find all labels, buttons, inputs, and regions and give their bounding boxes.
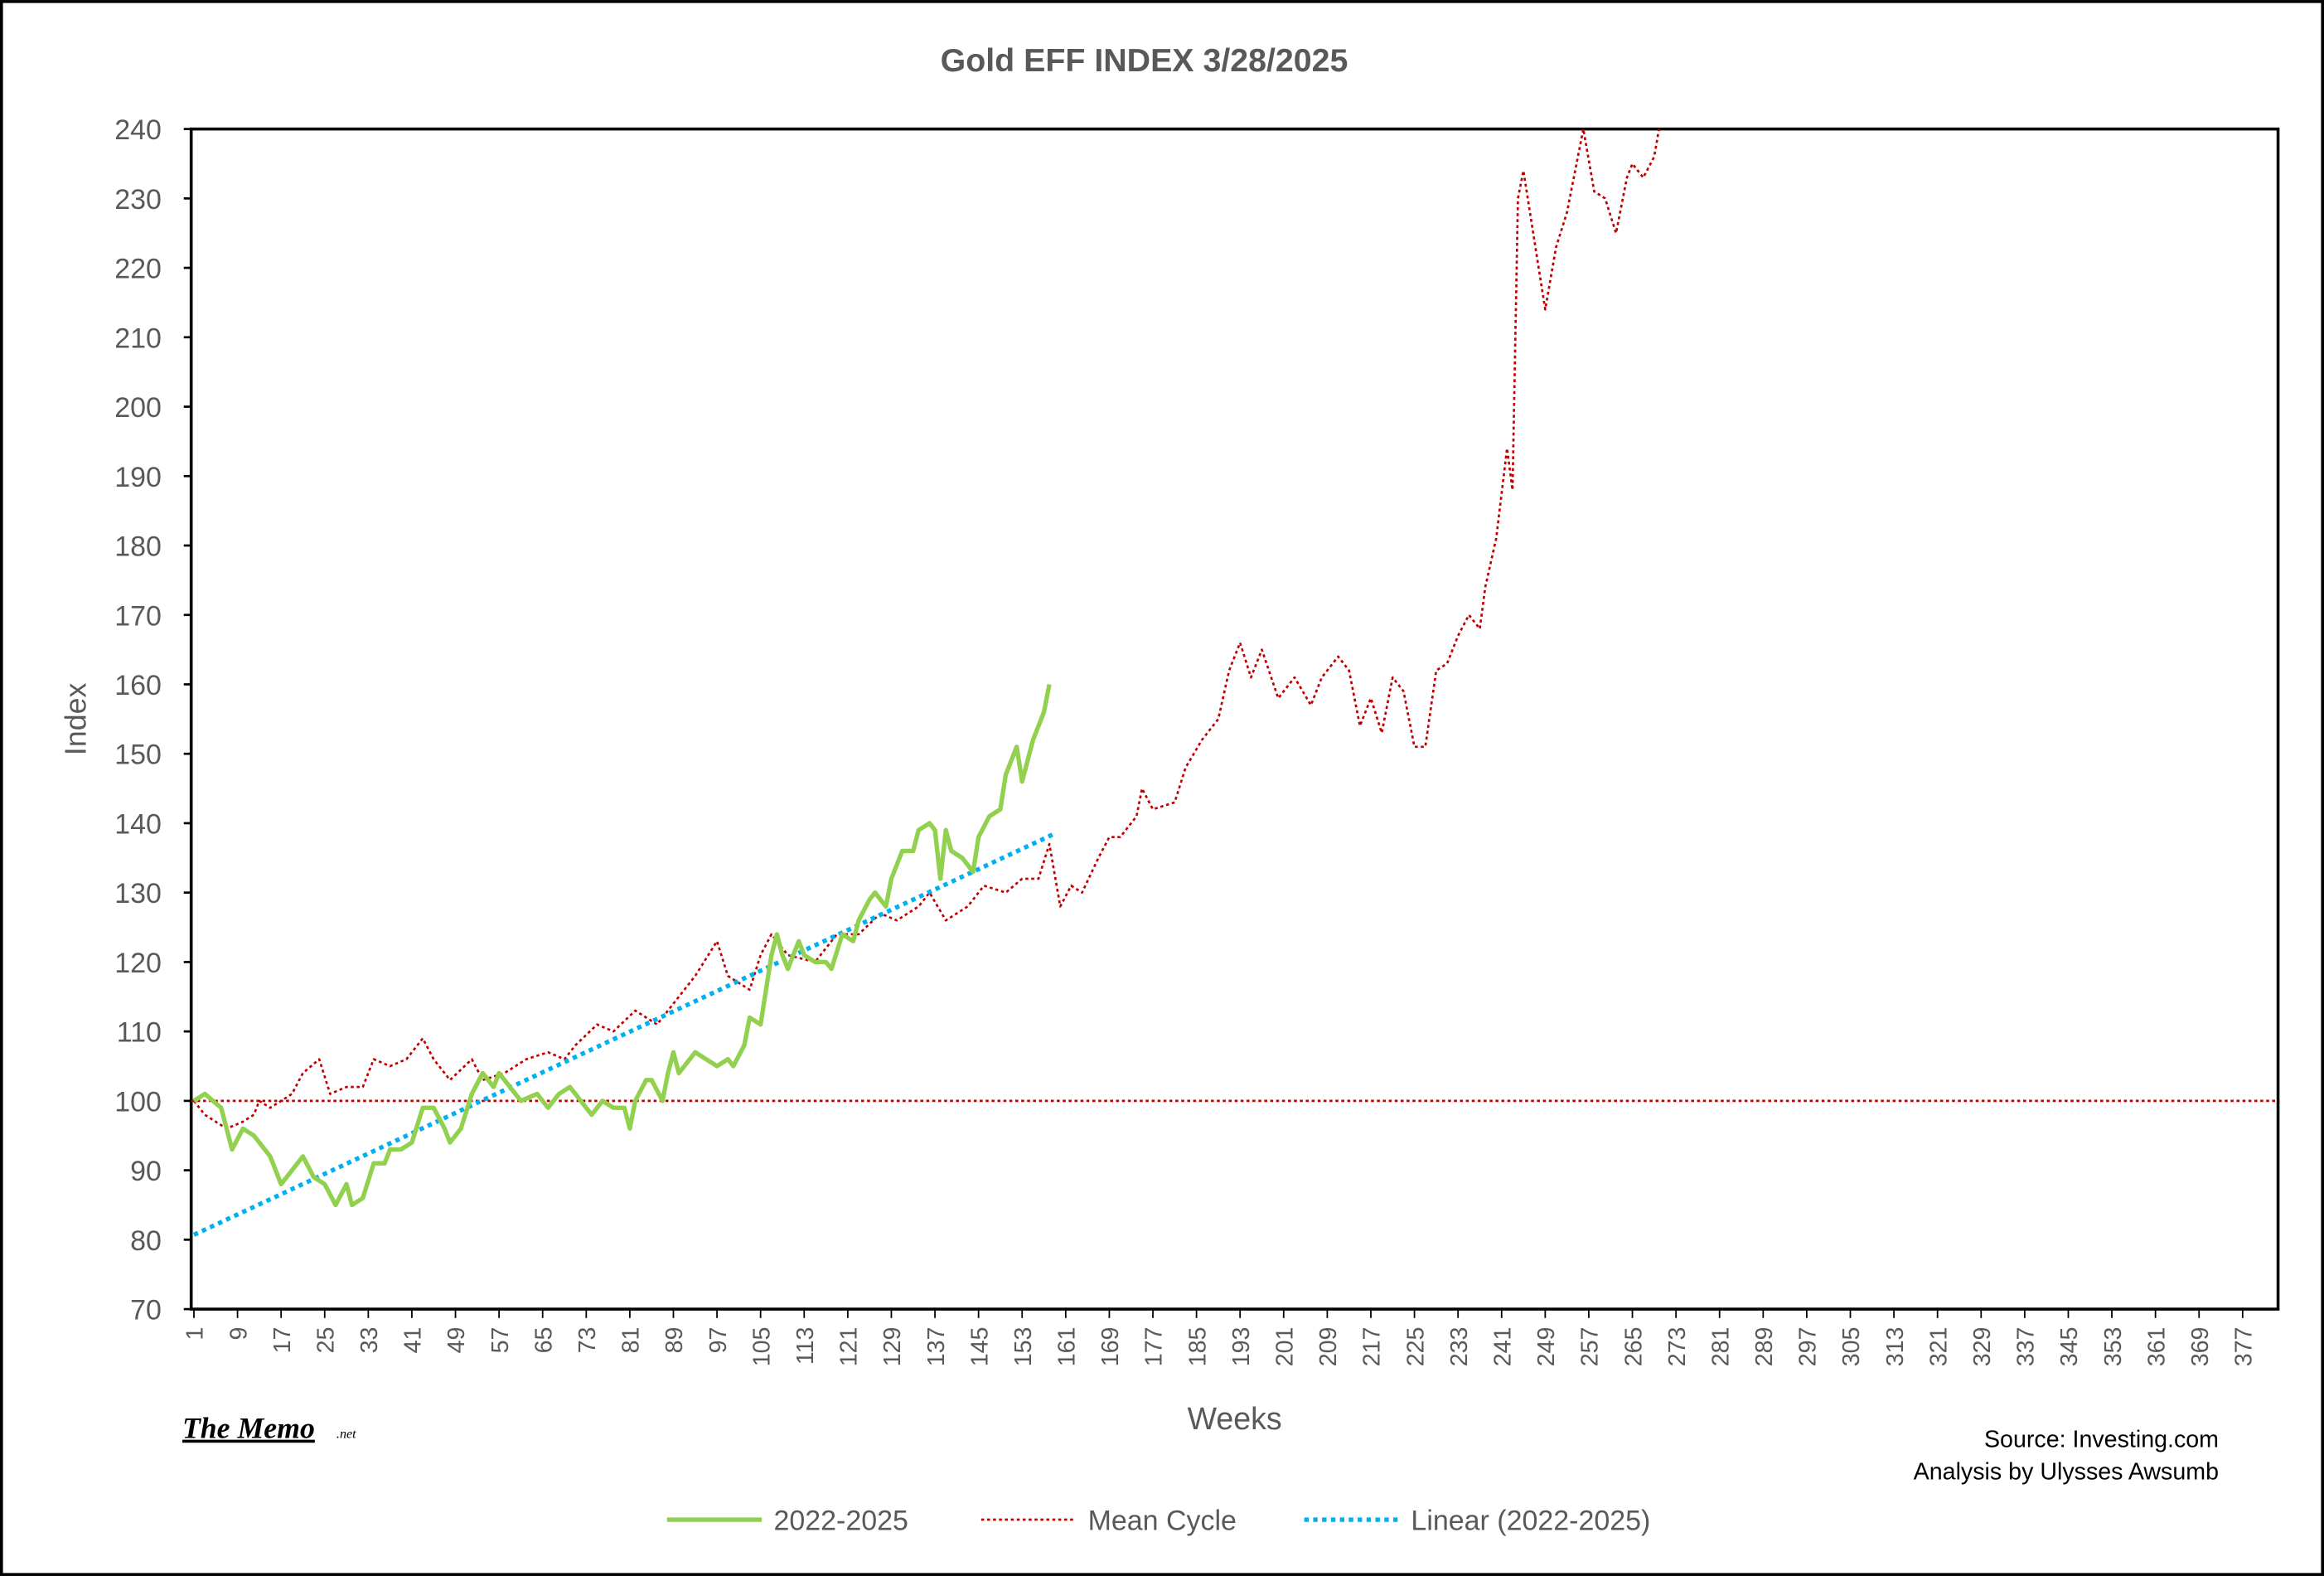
x-tick-label: 329 bbox=[1969, 1327, 1996, 1367]
x-tick-label: 97 bbox=[705, 1327, 732, 1354]
x-tick-label: 105 bbox=[748, 1327, 775, 1367]
series-line bbox=[192, 832, 1056, 1237]
y-tick-label: 190 bbox=[114, 462, 162, 493]
y-tick-label: 210 bbox=[114, 322, 162, 354]
y-tick-label: 100 bbox=[114, 1086, 162, 1118]
x-tick-label: 153 bbox=[1010, 1327, 1037, 1367]
x-tick-label: 337 bbox=[2013, 1327, 2040, 1367]
x-tick-label: 57 bbox=[487, 1327, 514, 1354]
y-tick-label: 90 bbox=[130, 1156, 162, 1187]
x-tick-label: 25 bbox=[312, 1327, 339, 1354]
x-tick-label: 209 bbox=[1315, 1327, 1342, 1367]
x-tick-label: 129 bbox=[879, 1327, 906, 1367]
y-tick-label: 120 bbox=[114, 948, 162, 979]
x-tick-label: 9 bbox=[225, 1327, 252, 1341]
x-tick-label: 305 bbox=[1838, 1327, 1865, 1367]
x-tick-label: 225 bbox=[1402, 1327, 1429, 1367]
brand: The Memo bbox=[182, 1412, 315, 1445]
y-tick-label: 230 bbox=[114, 184, 162, 216]
x-tick-label: 161 bbox=[1054, 1327, 1081, 1367]
plot-area bbox=[189, 127, 2280, 1311]
x-tick-label: 201 bbox=[1272, 1327, 1299, 1367]
legend-label: 2022-2025 bbox=[773, 1506, 908, 1537]
y-tick-label: 110 bbox=[117, 1017, 162, 1049]
x-tick-label: 113 bbox=[792, 1327, 819, 1365]
x-tick-label: 281 bbox=[1707, 1327, 1734, 1367]
y-tick-label: 80 bbox=[130, 1225, 162, 1257]
x-tick-label: 289 bbox=[1751, 1327, 1778, 1367]
x-tick-label: 121 bbox=[836, 1327, 863, 1367]
x-tick-label: 217 bbox=[1359, 1327, 1386, 1367]
x-tick-label: 1 bbox=[182, 1327, 209, 1341]
y-tick-label: 160 bbox=[114, 670, 162, 701]
y-tick-label: 150 bbox=[114, 740, 162, 771]
x-tick-label: 249 bbox=[1533, 1327, 1560, 1367]
x-tick-label: 313 bbox=[1882, 1327, 1909, 1367]
y-tick-label: 130 bbox=[114, 878, 162, 909]
legend-label: Linear (2022-2025) bbox=[1411, 1506, 1650, 1537]
y-tick-label: 240 bbox=[114, 114, 162, 146]
series-line bbox=[192, 129, 1661, 1130]
x-tick-label: 273 bbox=[1664, 1327, 1691, 1367]
x-tick-label: 89 bbox=[661, 1327, 688, 1354]
x-tick-label: 65 bbox=[530, 1327, 557, 1354]
x-tick-label: 193 bbox=[1228, 1327, 1255, 1367]
x-tick-label: 241 bbox=[1489, 1327, 1516, 1367]
x-tick-label: 33 bbox=[356, 1327, 383, 1354]
x-tick-label: 41 bbox=[400, 1327, 427, 1354]
x-tick-label: 137 bbox=[923, 1327, 950, 1367]
y-tick-label: 200 bbox=[114, 392, 162, 424]
x-tick-label: 177 bbox=[1141, 1327, 1168, 1367]
legend-label: Mean Cycle bbox=[1088, 1506, 1237, 1537]
x-tick-label: 145 bbox=[966, 1327, 993, 1367]
x-tick-label: 185 bbox=[1184, 1327, 1211, 1367]
x-tick-label: 377 bbox=[2231, 1327, 2258, 1367]
plot-clip bbox=[191, 129, 2278, 1237]
source-note: Source: Investing.com bbox=[1984, 1426, 2219, 1452]
y-tick-label: 180 bbox=[114, 531, 162, 563]
y-tick-label: 170 bbox=[114, 600, 162, 632]
x-tick-label: 361 bbox=[2143, 1327, 2170, 1367]
x-tick-label: 169 bbox=[1097, 1327, 1124, 1367]
x-tick-label: 265 bbox=[1620, 1327, 1647, 1367]
x-tick-label: 369 bbox=[2187, 1327, 2214, 1367]
y-tick-label: 70 bbox=[130, 1295, 162, 1326]
credit-note: Analysis by Ulysses Awsumb bbox=[1914, 1459, 2219, 1486]
x-tick-label: 17 bbox=[269, 1327, 296, 1354]
y-axis-label: Index bbox=[60, 683, 93, 756]
series-line bbox=[192, 683, 1052, 1208]
x-tick-label: 73 bbox=[574, 1327, 601, 1354]
x-tick-label: 321 bbox=[1925, 1327, 1952, 1367]
x-tick-label: 345 bbox=[2056, 1327, 2083, 1367]
x-axis-label: Weeks bbox=[1188, 1401, 1282, 1436]
chart-title: Gold EFF INDEX 3/28/2025 bbox=[941, 42, 1348, 79]
x-tick-label: 81 bbox=[618, 1327, 645, 1354]
x-tick-label: 49 bbox=[443, 1327, 470, 1354]
x-tick-label: 297 bbox=[1795, 1327, 1822, 1367]
x-tick-label: 257 bbox=[1577, 1327, 1604, 1367]
y-tick-label: 140 bbox=[114, 808, 162, 840]
y-tick-label: 220 bbox=[114, 254, 162, 285]
x-tick-label: 233 bbox=[1446, 1327, 1473, 1367]
brand-suffix: .net bbox=[336, 1428, 356, 1442]
x-tick-label: 353 bbox=[2100, 1327, 2127, 1367]
